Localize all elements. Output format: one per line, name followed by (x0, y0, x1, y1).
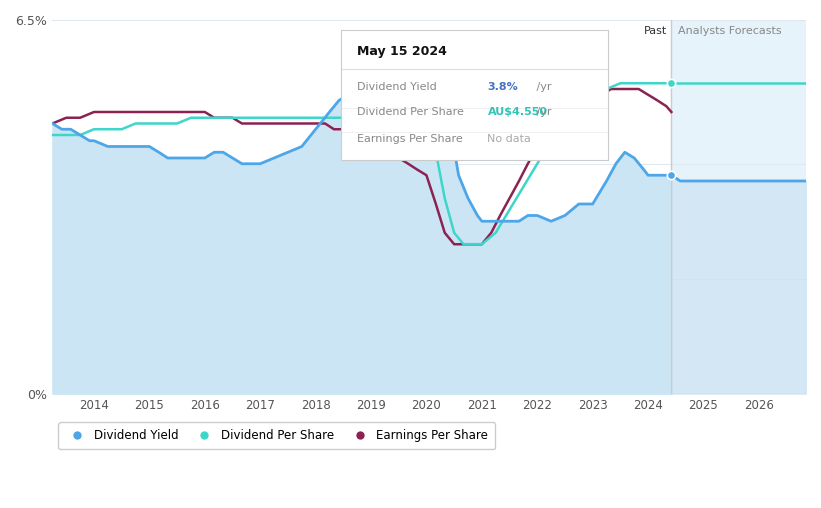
Legend: Dividend Yield, Dividend Per Share, Earnings Per Share: Dividend Yield, Dividend Per Share, Earn… (58, 422, 495, 450)
Text: Past: Past (644, 25, 667, 36)
Text: Dividend Yield: Dividend Yield (356, 82, 437, 92)
Text: Analysts Forecasts: Analysts Forecasts (678, 25, 782, 36)
Bar (672, 20, 806, 394)
Text: AU$4.550: AU$4.550 (488, 107, 548, 117)
Text: /yr: /yr (533, 107, 552, 117)
Text: 3.8%: 3.8% (488, 82, 518, 92)
Text: May 15 2024: May 15 2024 (356, 45, 447, 58)
Text: No data: No data (488, 134, 531, 144)
Text: /yr: /yr (533, 82, 552, 92)
Text: Dividend Per Share: Dividend Per Share (356, 107, 464, 117)
Text: Earnings Per Share: Earnings Per Share (356, 134, 462, 144)
